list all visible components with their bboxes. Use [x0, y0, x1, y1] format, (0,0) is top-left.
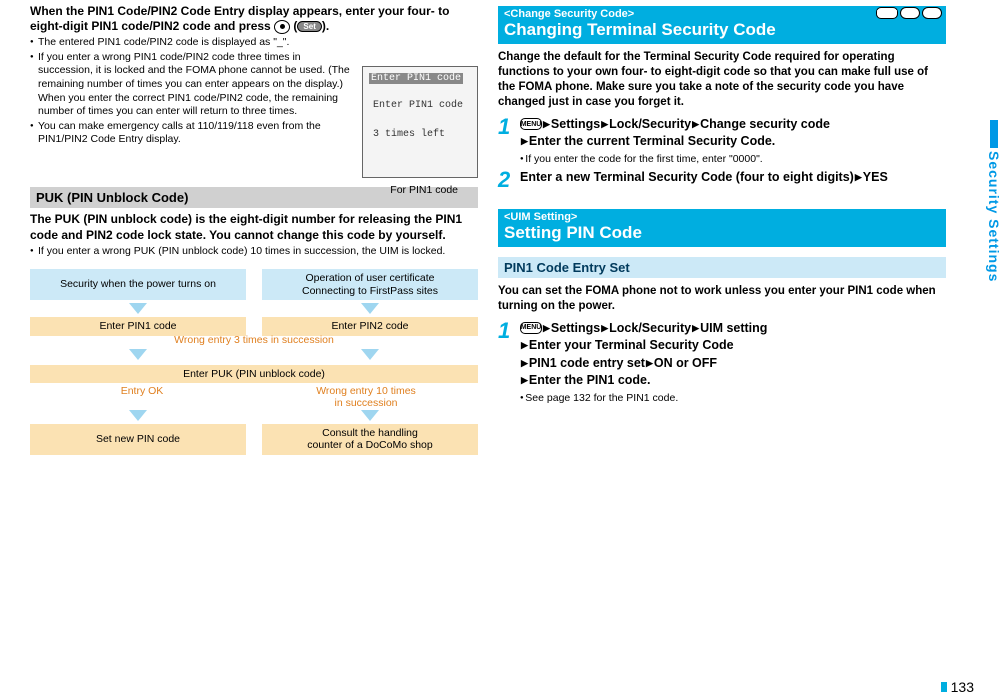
instruction-line1: When the PIN1 Code/PIN2 Code Entry displ… [30, 4, 449, 18]
menu-key-icon: MENU [876, 7, 898, 19]
step-body: MENU Settings Lock/Security Change security… [520, 116, 946, 151]
pin-bullets: The entered PIN1 code/PIN2 code is displ… [30, 36, 350, 147]
flow-enter-pin2: Enter PIN2 code [262, 317, 478, 336]
step-text: Enter a new Terminal Security Code (four… [520, 170, 854, 184]
menu-key-icon: MENU [520, 322, 542, 334]
right-column: <Change Security Code> Changing Terminal… [498, 4, 946, 455]
bullet-2: If you enter a wrong PIN1 code/PIN2 code… [30, 51, 350, 119]
phone-line2: Enter PIN1 code [373, 100, 471, 111]
instruction-heading: When the PIN1 Code/PIN2 Code Entry displ… [30, 4, 478, 34]
bullet-2b: When you enter the correct PIN1 code/PIN… [38, 92, 338, 118]
flow-consult-b: counter of a DoCoMo shop [307, 439, 433, 451]
instruction-line2c: ). [322, 19, 329, 33]
section1-desc: Change the default for the Terminal Secu… [498, 50, 946, 110]
side-tab-marker [990, 120, 998, 148]
flow-top-left: Security when the power turns on [30, 269, 246, 300]
phone-line1: Enter PIN1 code [369, 73, 463, 84]
flow-enter-pin1: Enter PIN1 code [30, 317, 246, 336]
arrow-icon [129, 303, 147, 314]
phone-screen: Enter PIN1 code Enter PIN1 code 3 times … [362, 66, 478, 178]
step-text: Settings [551, 321, 600, 335]
section1-small: <Change Security Code> [504, 8, 940, 20]
flowchart: Security when the power turns on Operati… [30, 269, 478, 455]
section1-big: Changing Terminal Security Code [504, 20, 940, 40]
step-text: YES [863, 170, 888, 184]
bullet-1: The entered PIN1 code/PIN2 code is displ… [30, 36, 350, 50]
arrow-icon [129, 410, 147, 421]
bullet-3: You can make emergency calls at 110/119/… [30, 120, 350, 147]
section-change-code: <Change Security Code> Changing Terminal… [498, 6, 946, 44]
section2-big: Setting PIN Code [504, 223, 940, 243]
step-text: Enter your Terminal Security Code [529, 338, 734, 352]
section2-small: <UIM Setting> [504, 211, 940, 223]
phone-line3: 3 times left [373, 129, 471, 140]
sub-desc: You can set the FOMA phone not to work u… [498, 284, 946, 314]
flow-top-right-b: Connecting to FirstPass sites [302, 285, 438, 297]
arrow-icon [129, 349, 147, 360]
sec2-step1-note: See page 132 for the PIN1 code. [520, 392, 946, 404]
step-text: ON or OFF [654, 356, 717, 370]
step-number: 1 [498, 116, 520, 151]
arrow-icon [361, 303, 379, 314]
sec1-step1-note: If you enter the code for the first time… [520, 153, 946, 165]
ok-button-icon [274, 20, 290, 34]
step-text: UIM setting [700, 321, 767, 335]
key-2-icon: 2 [900, 7, 920, 19]
phone-caption: For PIN1 code [390, 184, 458, 196]
page-content: When the PIN1 Code/PIN2 Code Entry displ… [0, 0, 1004, 459]
side-tab-label: Security Settings [986, 151, 1002, 282]
puk-bullet-list: If you enter a wrong PUK (PIN unblock co… [30, 245, 478, 259]
sec1-step1: 1 MENU Settings Lock/Security Change securi… [498, 116, 946, 151]
flow-top-right-a: Operation of user certificate [306, 272, 435, 284]
menu-key-icon: MENU [520, 118, 542, 130]
flow-consult-a: Consult the handling [322, 427, 418, 439]
sub-heading: PIN1 Code Entry Set [498, 257, 946, 278]
flow-top-right: Operation of user certificate Connecting… [262, 269, 478, 300]
step-text: Lock/Security [609, 321, 691, 335]
step-number: 1 [498, 320, 520, 390]
key-9-icon: 9 [922, 7, 942, 19]
step-text: Enter the current Terminal Security Code… [529, 134, 775, 148]
page-number: 133 [941, 679, 974, 695]
step-text: Change security code [700, 117, 830, 131]
puk-description: The PUK (PIN unblock code) is the eight-… [30, 212, 478, 243]
instruction-line2a: eight-digit PIN1 code/PIN2 code and pres… [30, 19, 274, 33]
shortcut-keys: MENU 2 9 [876, 7, 942, 19]
bullet-2a: If you enter a wrong PIN1 code/PIN2 code… [38, 51, 350, 90]
left-column: When the PIN1 Code/PIN2 Code Entry displ… [30, 4, 478, 455]
step-text: PIN1 code entry set [529, 356, 645, 370]
arrow-icon [361, 349, 379, 360]
flow-set-new: Set new PIN code [30, 424, 246, 455]
flow-consult: Consult the handling counter of a DoCoMo… [262, 424, 478, 455]
sec1-step2: 2 Enter a new Terminal Security Code (fo… [498, 169, 946, 191]
sec2-step1: 1 MENU Settings Lock/Security UIM setting E… [498, 320, 946, 390]
step-text: Lock/Security [609, 117, 691, 131]
section-uim-setting: <UIM Setting> Setting PIN Code [498, 209, 946, 247]
arrow-icon [361, 410, 379, 421]
step-body: Enter a new Terminal Security Code (four… [520, 169, 946, 191]
flow-wrong10a: Wrong entry 10 times [316, 385, 416, 397]
side-tab: Security Settings [984, 120, 1004, 300]
set-pill-icon: Set [297, 21, 321, 32]
step-number: 2 [498, 169, 520, 191]
flow-enter-puk: Enter PUK (PIN unblock code) [30, 365, 478, 383]
step-text: Enter the PIN1 code. [529, 373, 651, 387]
step-text: Settings [551, 117, 600, 131]
puk-bullet: If you enter a wrong PUK (PIN unblock co… [30, 245, 478, 259]
step-body: MENU Settings Lock/Security UIM setting Ent… [520, 320, 946, 390]
